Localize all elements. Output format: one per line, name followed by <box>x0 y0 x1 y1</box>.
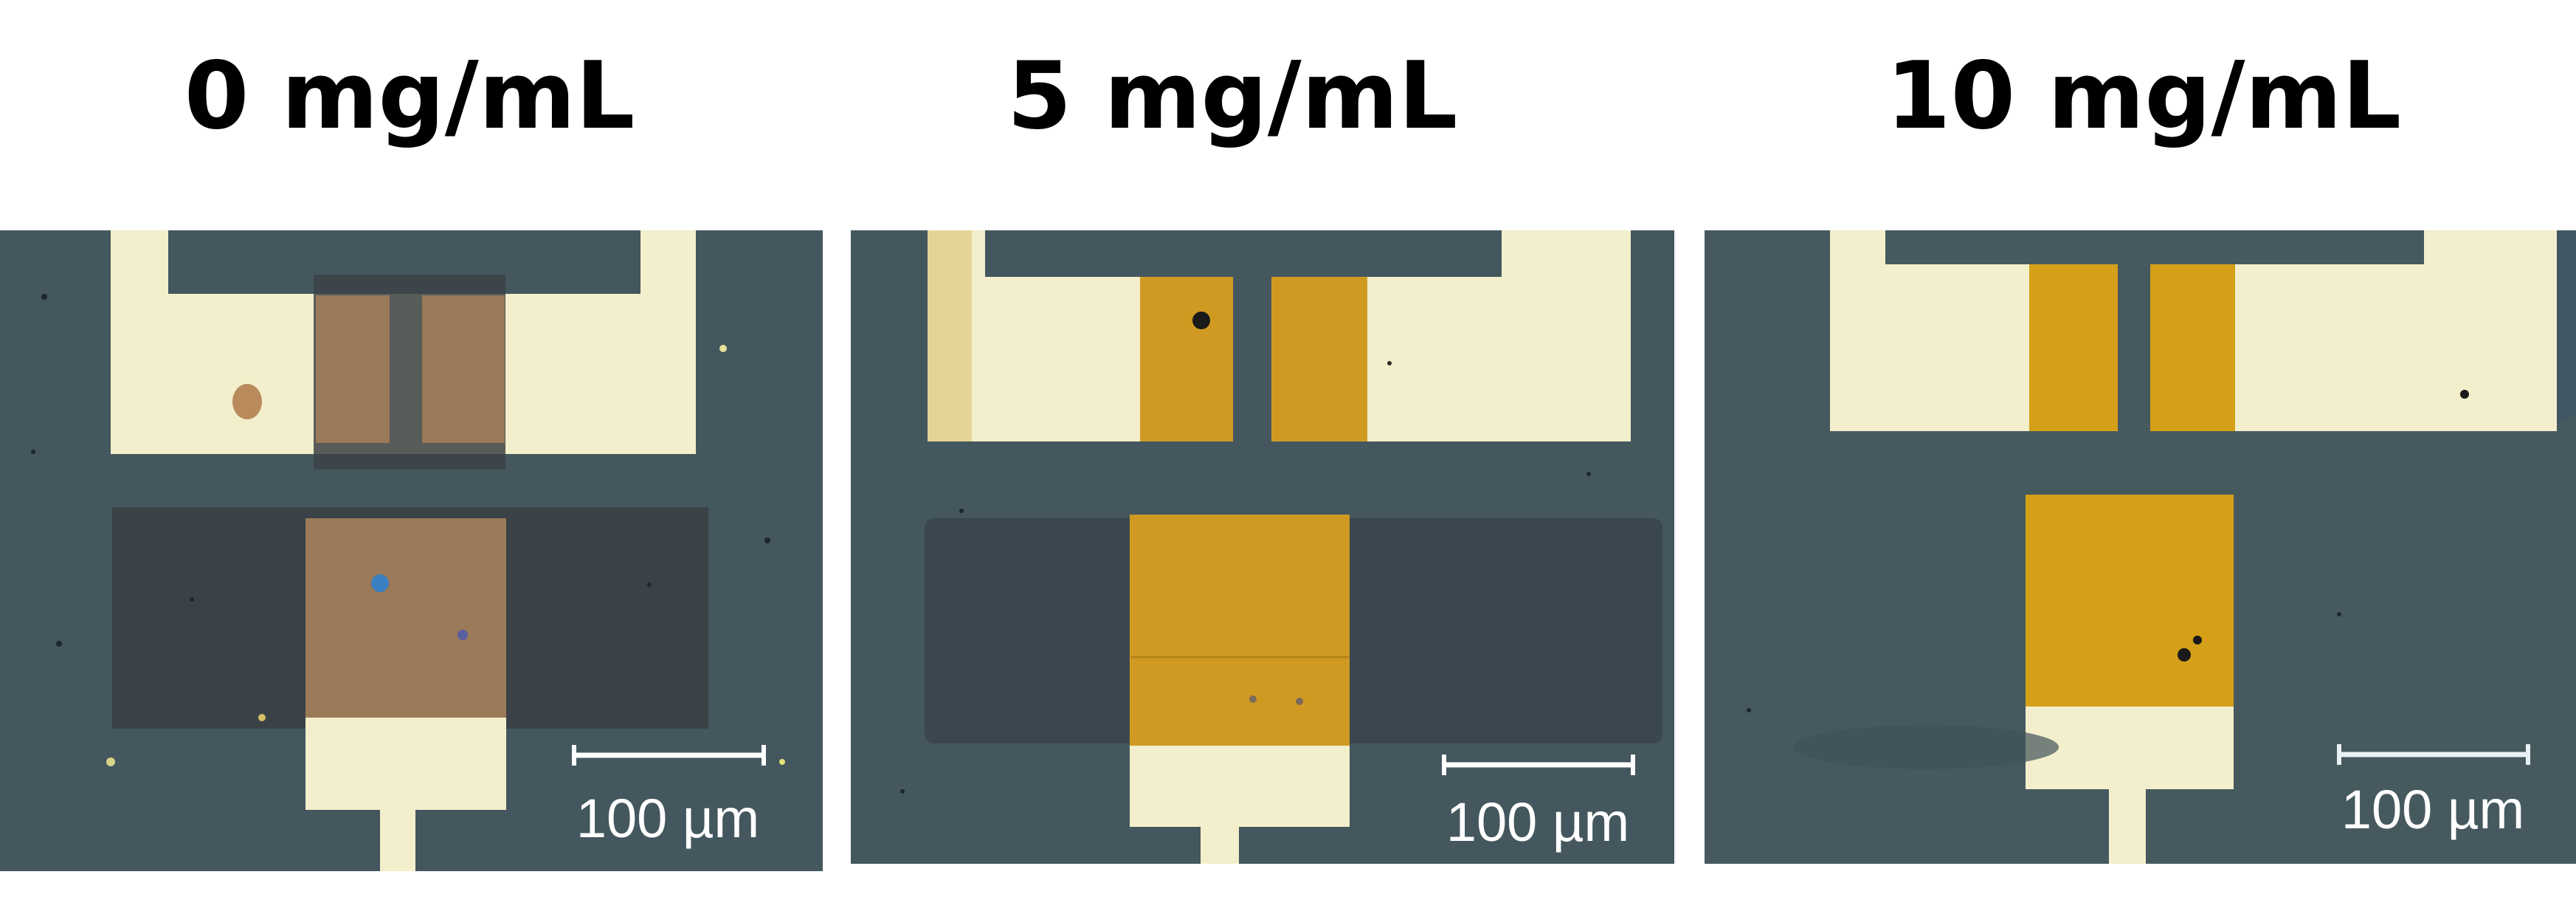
panel-title-1: 5 mg/mL <box>1006 41 1458 150</box>
electrode-gap-top <box>1885 230 2424 264</box>
film-bottom <box>305 518 506 734</box>
gold-pad-bottom <box>1130 746 1350 827</box>
defect <box>1192 312 1210 329</box>
gold-lead-bottom <box>2109 788 2146 864</box>
micrograph-panel-1: 100 µm <box>851 230 1674 864</box>
film-finger-left <box>2029 264 2118 431</box>
gold-edge-left <box>928 230 972 441</box>
film-bottom <box>2026 495 2234 718</box>
channel-gap <box>2118 264 2150 431</box>
defect <box>2178 648 2191 661</box>
particle <box>232 384 262 419</box>
film-finger-right <box>1271 277 1367 441</box>
device-micrograph-2 <box>1705 230 2576 864</box>
film-finger-right <box>422 295 505 443</box>
micrograph-panel-2: 100 µm <box>1705 230 2576 864</box>
electrode-gap-top <box>985 230 1502 277</box>
device-micrograph-0 <box>0 230 823 871</box>
micrograph-panel-0: 100 µm <box>0 230 823 871</box>
gold-pad-bottom <box>2026 707 2234 789</box>
gold-pad-bottom <box>305 718 506 810</box>
channel-gap <box>1233 277 1271 441</box>
film-finger-left <box>1140 277 1233 441</box>
film-bottom <box>1130 515 1350 749</box>
panel-title-0: 0 mg/mL <box>184 41 635 150</box>
defect <box>371 574 389 592</box>
panel-title-2: 10 mg/mL <box>1885 41 2402 150</box>
gold-lead-bottom <box>380 806 415 871</box>
film-finger-right <box>2150 264 2235 431</box>
device-micrograph-1 <box>851 230 1674 864</box>
scale-bar-label-2: 100 µm <box>2341 779 2525 840</box>
defect <box>457 630 468 640</box>
scale-bar-label-0: 100 µm <box>576 788 760 849</box>
gold-lead-bottom <box>1201 825 1239 864</box>
film-finger-left <box>316 295 390 443</box>
scale-bar-label-1: 100 µm <box>1446 791 1630 853</box>
